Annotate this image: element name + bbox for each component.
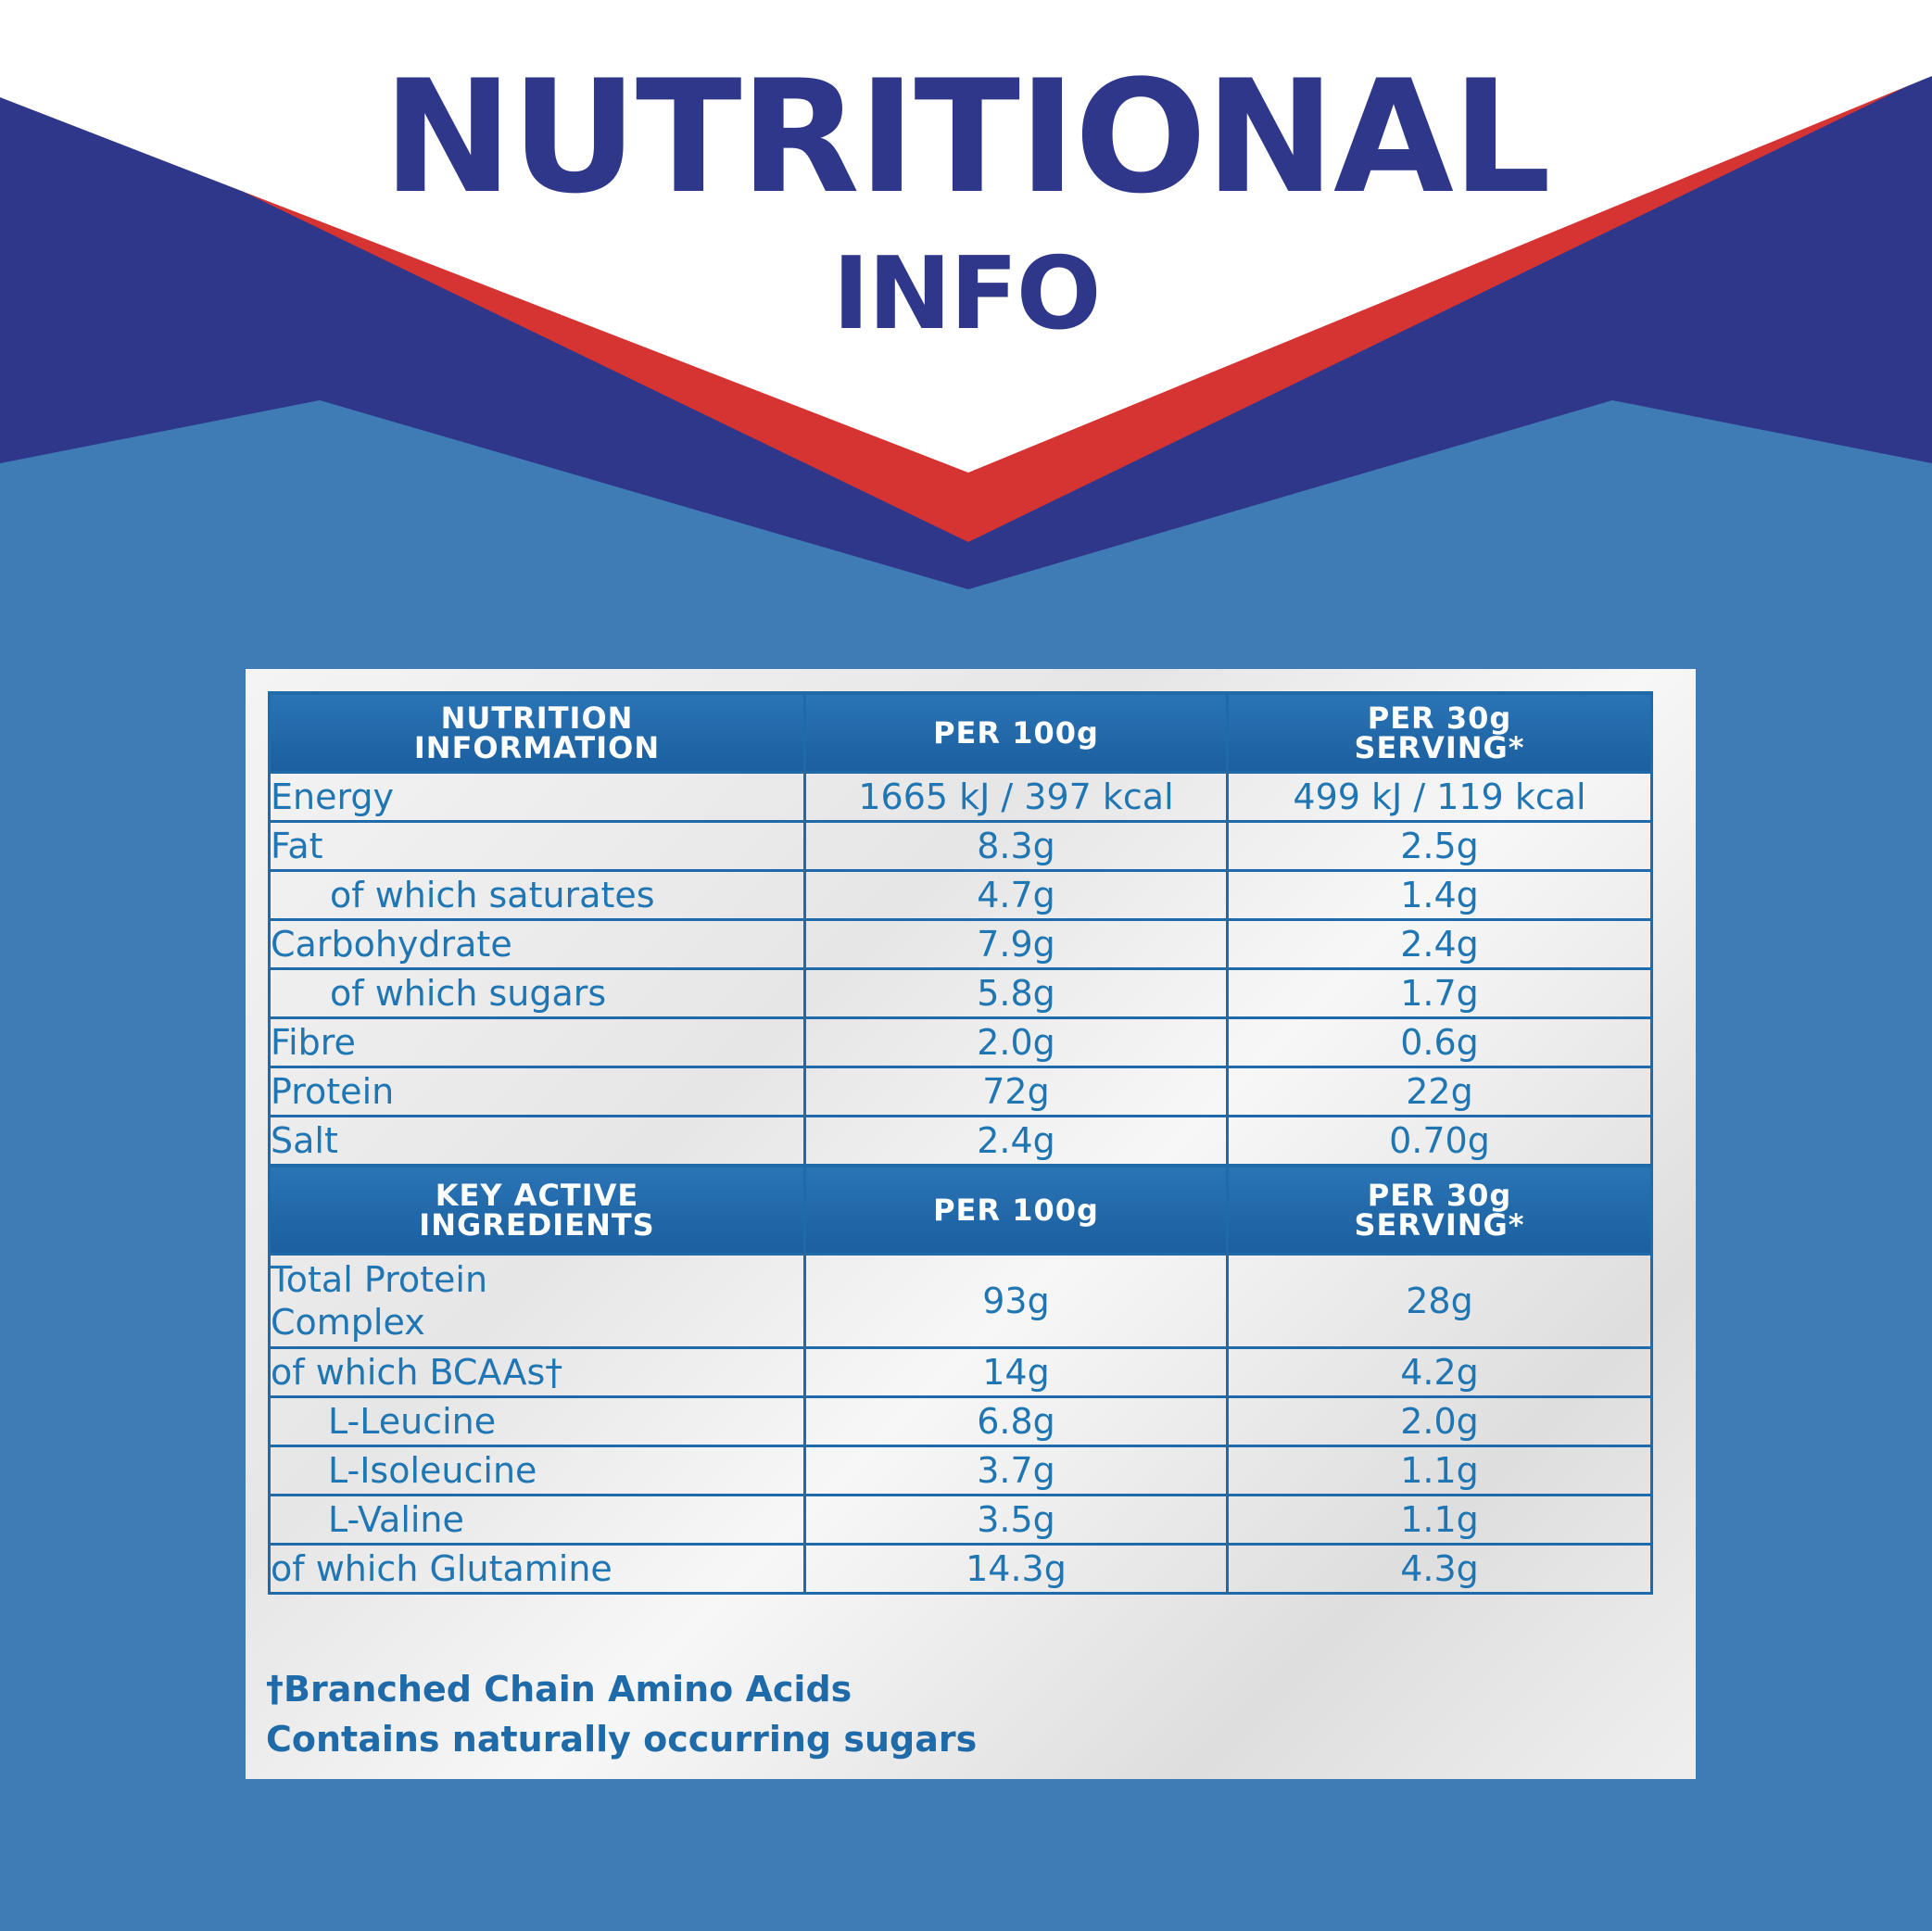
row-value-per100: 72g xyxy=(803,1066,1229,1117)
row-label: Salt xyxy=(268,1115,806,1167)
footnotes: †Branched Chain Amino Acids Contains nat… xyxy=(266,1664,1563,1764)
row-value-per30: 4.3g xyxy=(1226,1543,1653,1595)
row-label: L-Isoleucine xyxy=(268,1445,806,1496)
table-row: Fat 8.3g 2.5g xyxy=(268,820,1653,872)
row-value-per30: 2.0g xyxy=(1226,1395,1653,1447)
row-value-per30: 28g xyxy=(1226,1253,1653,1349)
table-row: of which sugars 5.8g 1.7g xyxy=(268,967,1653,1019)
ingredients-header-row: KEY ACTIVE INGREDIENTS PER 100g PER 30g … xyxy=(268,1164,1653,1256)
row-value-per100: 14g xyxy=(803,1346,1229,1398)
row-value-per30: 1.1g xyxy=(1226,1445,1653,1496)
table-row: Fibre 2.0g 0.6g xyxy=(268,1016,1653,1068)
row-value-per100: 4.7g xyxy=(803,869,1229,921)
row-value-per100: 5.8g xyxy=(803,967,1229,1019)
nutrition-header-row: NUTRITION INFORMATION PER 100g PER 30g S… xyxy=(268,691,1653,774)
row-label: L-Leucine xyxy=(268,1395,806,1447)
row-label: Fibre xyxy=(268,1016,806,1068)
row-value-per100: 2.0g xyxy=(803,1016,1229,1068)
row-value-per30: 1.4g xyxy=(1226,869,1653,921)
header-per-serving: PER 30g SERVING* xyxy=(1226,1164,1653,1256)
row-value-per100: 3.5g xyxy=(803,1494,1229,1546)
footnote-sugars: Contains naturally occurring sugars xyxy=(266,1719,978,1760)
row-label: of which sugars xyxy=(268,967,806,1019)
table-row: Carbohydrate 7.9g 2.4g xyxy=(268,918,1653,970)
row-value-per100: 93g xyxy=(803,1253,1229,1349)
row-value-per100: 8.3g xyxy=(803,820,1229,872)
nutrition-table: NUTRITION INFORMATION PER 100g PER 30g S… xyxy=(268,691,1653,1595)
row-value-per100: 3.7g xyxy=(803,1445,1229,1496)
row-label: Energy xyxy=(268,771,806,823)
table-row: L-Leucine 6.8g 2.0g xyxy=(268,1395,1653,1447)
row-value-per30: 2.4g xyxy=(1226,918,1653,970)
row-label: Protein xyxy=(268,1066,806,1117)
table-row: L-Valine 3.5g 1.1g xyxy=(268,1494,1653,1546)
header-per-serving: PER 30g SERVING* xyxy=(1226,691,1653,774)
row-label: L-Valine xyxy=(268,1494,806,1546)
table-row: of which saturates 4.7g 1.4g xyxy=(268,869,1653,921)
row-value-per100: 6.8g xyxy=(803,1395,1229,1447)
row-label: Fat xyxy=(268,820,806,872)
nutrition-panel: NUTRITION INFORMATION PER 100g PER 30g S… xyxy=(246,669,1696,1779)
row-value-per100: 14.3g xyxy=(803,1543,1229,1595)
header-per-100g: PER 100g xyxy=(803,1164,1229,1256)
page-subtitle: INFO xyxy=(832,236,1101,352)
row-value-per30: 4.2g xyxy=(1226,1346,1653,1398)
row-value-per30: 0.6g xyxy=(1226,1016,1653,1068)
white-chevron xyxy=(0,0,1932,473)
table-row: of which Glutamine 14.3g 4.3g xyxy=(268,1543,1653,1595)
row-value-per30: 2.5g xyxy=(1226,820,1653,872)
header-key-active-ingredients: KEY ACTIVE INGREDIENTS xyxy=(268,1164,806,1256)
row-value-per30: 499 kJ / 119 kcal xyxy=(1226,771,1653,823)
table-row: Protein 72g 22g xyxy=(268,1066,1653,1117)
row-value-per30: 0.70g xyxy=(1226,1115,1653,1167)
row-label: of which BCAAs† xyxy=(268,1346,806,1398)
row-label: of which saturates xyxy=(268,869,806,921)
footnote-bcaa: †Branched Chain Amino Acids xyxy=(266,1669,852,1710)
row-value-per100: 1665 kJ / 397 kcal xyxy=(803,771,1229,823)
row-value-per30: 1.1g xyxy=(1226,1494,1653,1546)
row-label: Carbohydrate xyxy=(268,918,806,970)
row-label: of which Glutamine xyxy=(268,1543,806,1595)
table-row: Energy 1665 kJ / 397 kcal 499 kJ / 119 k… xyxy=(268,771,1653,823)
row-value-per100: 7.9g xyxy=(803,918,1229,970)
table-row: Total Protein Complex 93g 28g xyxy=(268,1253,1653,1349)
header-banner xyxy=(0,0,1932,593)
table-row: of which BCAAs† 14g 4.2g xyxy=(268,1346,1653,1398)
page-title: NUTRITIONAL xyxy=(382,46,1551,228)
row-label: Total Protein Complex xyxy=(268,1253,806,1349)
header-per-100g: PER 100g xyxy=(803,691,1229,774)
row-value-per100: 2.4g xyxy=(803,1115,1229,1167)
table-row: Salt 2.4g 0.70g xyxy=(268,1115,1653,1167)
row-value-per30: 22g xyxy=(1226,1066,1653,1117)
row-value-per30: 1.7g xyxy=(1226,967,1653,1019)
table-row: L-Isoleucine 3.7g 1.1g xyxy=(268,1445,1653,1496)
header-nutrition-information: NUTRITION INFORMATION xyxy=(268,691,806,774)
